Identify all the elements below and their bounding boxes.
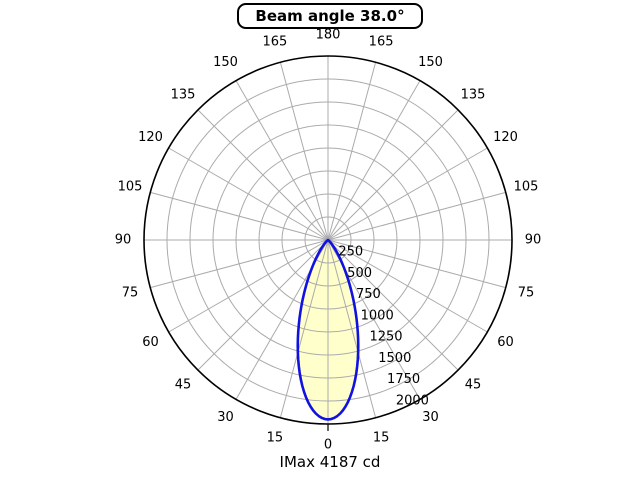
imax-label: IMax 4187 cd <box>279 453 381 471</box>
theta-tick-label: 30 <box>217 410 234 425</box>
theta-tick-label: 75 <box>518 286 535 301</box>
grid-spoke <box>235 80 329 241</box>
grid-spoke <box>327 239 377 418</box>
theta-tick-label: 150 <box>418 55 443 70</box>
theta-tick-label: 150 <box>213 55 238 70</box>
grid-spoke <box>168 239 329 333</box>
theta-tick-label: 60 <box>142 335 159 350</box>
grid-spoke <box>168 147 329 241</box>
grid-spoke <box>150 239 329 289</box>
grid-spoke <box>150 191 329 241</box>
beam-lobe-outline <box>296 238 360 421</box>
theta-tick-label: 45 <box>175 378 192 393</box>
grid-spoke <box>327 109 459 241</box>
r-tick-label: 1000 <box>361 309 394 324</box>
theta-tick-label: 30 <box>422 410 439 425</box>
chart-title-box: Beam angle 38.0° <box>237 3 423 29</box>
r-tick-label: 1750 <box>387 372 420 387</box>
r-tick-label: 1500 <box>378 351 411 366</box>
theta-tick-label: 165 <box>369 35 394 50</box>
theta-tick-label: 105 <box>514 179 539 194</box>
theta-tick-label: 105 <box>118 179 143 194</box>
r-tick-label: 750 <box>356 287 381 302</box>
grid-spoke <box>327 191 506 241</box>
r-tick-label: 250 <box>338 245 363 260</box>
theta-tick-label: 60 <box>497 335 514 350</box>
grid-spoke <box>327 239 506 289</box>
r-tick-label: 1250 <box>369 330 402 345</box>
theta-tick-label: 120 <box>138 130 163 145</box>
grid-spoke <box>327 62 377 241</box>
r-tick-label: 2000 <box>396 394 429 409</box>
grid-spoke <box>279 239 329 418</box>
r-tick-label: 500 <box>347 266 372 281</box>
theta-tick-label: 90 <box>525 233 542 248</box>
theta-tick-label: 75 <box>122 286 139 301</box>
theta-tick-label: 0 <box>324 438 332 453</box>
grid-spoke <box>197 239 329 371</box>
theta-tick-label: 15 <box>267 431 284 446</box>
theta-tick-label: 165 <box>262 35 287 50</box>
grid-spoke <box>279 62 329 241</box>
theta-tick-label: 180 <box>316 28 341 43</box>
theta-tick-label: 45 <box>465 378 482 393</box>
grid-spoke <box>327 239 488 333</box>
grid-spoke <box>327 239 459 371</box>
chart-title: Beam angle 38.0° <box>255 7 405 25</box>
grid-spoke <box>327 80 421 241</box>
grid-spoke <box>327 147 488 241</box>
theta-tick-label: 135 <box>461 88 486 103</box>
theta-tick-label: 15 <box>373 431 390 446</box>
theta-tick-label: 135 <box>171 88 196 103</box>
grid-spoke <box>197 109 329 241</box>
theta-tick-label: 90 <box>115 233 132 248</box>
theta-tick-label: 120 <box>493 130 518 145</box>
